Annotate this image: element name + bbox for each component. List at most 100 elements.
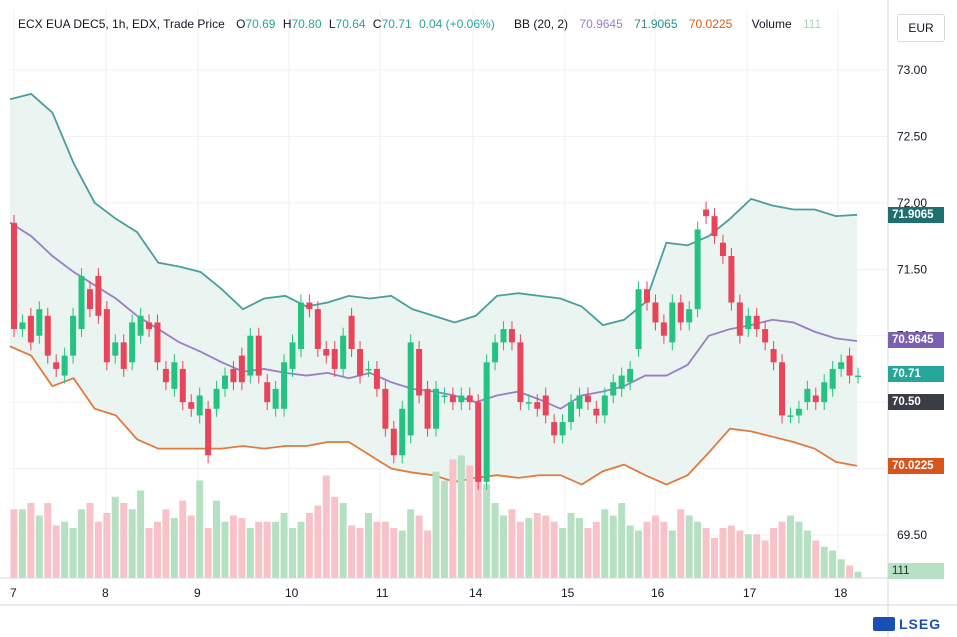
volume-bar: [27, 503, 35, 578]
candle-body: [230, 368, 237, 383]
volume-bar: [86, 503, 94, 578]
candle-body: [179, 368, 186, 403]
volume-bar: [643, 521, 651, 578]
volume-bar: [440, 480, 448, 578]
volume-bar: [609, 515, 617, 578]
volume-bar: [786, 515, 794, 578]
volume-bar: [61, 521, 69, 578]
candle-body: [787, 415, 794, 417]
y-tick-label: 72.50: [897, 129, 927, 143]
candle-body: [812, 395, 819, 403]
candle-body: [247, 335, 254, 376]
y-tick-label: 71.50: [897, 262, 927, 276]
x-tick-label: 17: [743, 586, 757, 600]
candle-body: [635, 289, 642, 349]
candle-body: [112, 342, 119, 356]
volume-bar: [575, 518, 583, 578]
volume-bar: [677, 509, 685, 578]
volume-bar: [415, 515, 423, 578]
candle-body: [492, 342, 499, 363]
candle-body: [86, 289, 93, 310]
volume-bar: [322, 475, 330, 578]
volume-bar: [339, 503, 347, 578]
volume-bar: [69, 528, 77, 578]
volume-bar: [753, 534, 761, 578]
candle-body: [222, 375, 228, 389]
candle-body: [146, 322, 153, 330]
candle-body: [669, 302, 676, 343]
volume-value: 111: [802, 17, 822, 31]
candle-body: [399, 408, 406, 456]
volume-bar: [170, 518, 178, 578]
candle-body: [314, 309, 321, 349]
close-value: 70.71: [381, 17, 412, 31]
candle-body: [686, 309, 693, 323]
symbol-label: ECX EUA DEC5, 1h, EDX, Trade Price: [18, 17, 225, 31]
candle-body: [517, 342, 524, 403]
candle-body: [433, 388, 439, 429]
volume-bar: [111, 496, 119, 578]
candle-body: [36, 309, 43, 336]
candle-body: [525, 402, 532, 404]
candle-body: [306, 302, 313, 310]
volume-bar: [356, 528, 364, 578]
volume-label[interactable]: Volume: [751, 17, 792, 31]
candle-body: [213, 388, 220, 409]
candle-body: [660, 322, 667, 336]
volume-bar: [474, 478, 482, 578]
candle-body: [593, 408, 600, 416]
bb-label[interactable]: BB (20, 2): [514, 17, 569, 31]
volume-bar: [238, 518, 246, 578]
candle-body: [770, 349, 777, 363]
x-tick-label: 11: [376, 586, 389, 600]
volume-bar: [778, 521, 786, 578]
candle-body: [27, 315, 34, 343]
x-tick-label: 9: [194, 586, 201, 600]
volume-bar: [424, 530, 432, 578]
volume-bar: [508, 509, 516, 578]
volume-bar: [559, 528, 567, 578]
volume-bar: [213, 500, 221, 578]
currency-button[interactable]: EUR: [897, 14, 945, 42]
candle-body: [424, 388, 431, 429]
candle-body: [373, 368, 380, 389]
bb-upper-value: 71.9065: [634, 17, 678, 31]
candle-body: [534, 402, 541, 409]
candle-body: [103, 309, 110, 363]
lower-band-price-tag: 70.0225: [888, 457, 944, 474]
volume-bar: [229, 515, 237, 578]
candle-body: [407, 342, 414, 436]
candle-body: [365, 368, 372, 371]
candle-body: [390, 428, 397, 456]
volume-bar: [820, 546, 828, 578]
candle-body: [382, 388, 389, 429]
volume-bar: [854, 571, 862, 578]
candle-body: [323, 349, 330, 356]
band-fill: [10, 93, 857, 485]
candle-body: [340, 335, 347, 369]
candle-body: [154, 322, 161, 363]
y-tick-label: 72.00: [897, 196, 927, 210]
volume-price-tag: 111: [888, 563, 944, 579]
candle-body: [838, 362, 845, 369]
volume-bar: [10, 509, 18, 578]
volume-bar: [736, 530, 744, 578]
candle-body: [795, 408, 802, 416]
candle-body: [205, 408, 212, 456]
volume-bar: [770, 528, 778, 578]
volume-bar: [711, 538, 719, 578]
volume-bar: [94, 521, 102, 578]
y-tick-label: 73.00: [897, 63, 927, 77]
candle-body: [551, 422, 558, 436]
volume-bar: [685, 515, 693, 578]
candle-body: [610, 382, 617, 396]
candle-body: [804, 388, 811, 403]
candle-body: [44, 315, 51, 356]
candle-body: [289, 342, 296, 369]
x-tick-label: 14: [469, 586, 483, 600]
candle-body: [703, 209, 710, 217]
chart-legend: ECX EUA DEC5, 1h, EDX, Trade Price O70.6…: [18, 17, 821, 31]
candle-body: [542, 395, 549, 416]
candle-body: [508, 329, 515, 343]
